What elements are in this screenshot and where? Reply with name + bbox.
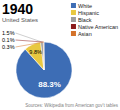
legend-entry: Black — [71, 17, 92, 23]
title: 1940 — [2, 1, 33, 17]
legend-entry: Hispanic — [71, 10, 99, 16]
legend-swatch — [71, 24, 76, 29]
slice — [43, 42, 45, 70]
legend-swatch — [71, 3, 76, 8]
legend-label: White — [78, 3, 92, 9]
annotation: Sources: Wikipedia from American gov't t… — [25, 103, 118, 108]
chart: 1940United States WhiteHispanicBlackNativ… — [0, 0, 120, 110]
slice — [41, 42, 44, 70]
legend-label: Native American — [78, 24, 118, 30]
slice — [43, 42, 45, 70]
legend-label: Hispanic — [78, 10, 99, 16]
legend-swatch — [71, 10, 76, 15]
data-label: 1.5% — [2, 30, 15, 36]
legend-label: Asian — [78, 31, 92, 37]
data-label: 9.8% — [29, 49, 42, 55]
subtitle: United States — [2, 17, 38, 23]
legend-label: Black — [78, 17, 92, 23]
legend-swatch — [71, 31, 76, 36]
data-label: 0.1% — [2, 37, 15, 43]
legend: WhiteHispanicBlackNative AmericanAsian — [71, 3, 118, 37]
legend-swatch — [71, 17, 76, 22]
pie — [16, 42, 72, 98]
data-label: 0.3% — [2, 44, 15, 50]
data-label: 88.3% — [38, 80, 61, 89]
leader-line — [16, 40, 44, 42]
slice — [25, 42, 44, 70]
legend-entry: Asian — [71, 31, 92, 37]
slice — [16, 42, 72, 98]
leader-line — [16, 42, 44, 47]
legend-entry: Native American — [71, 24, 118, 30]
legend-entry: White — [71, 3, 92, 9]
data-labels: 88.3% 9.8% 1.5%0.1%0.3% — [2, 30, 61, 89]
